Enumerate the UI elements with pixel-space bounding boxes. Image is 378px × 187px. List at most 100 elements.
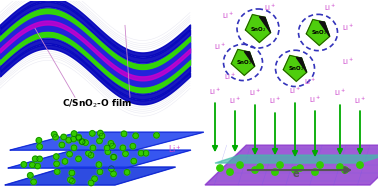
Polygon shape [215,155,378,163]
Circle shape [59,142,65,148]
Circle shape [272,169,278,175]
Circle shape [120,145,125,151]
Circle shape [90,131,95,136]
Circle shape [28,173,33,178]
Circle shape [90,145,96,151]
Polygon shape [283,55,307,81]
Polygon shape [8,150,191,168]
Polygon shape [231,49,255,75]
Circle shape [79,139,85,144]
Text: Li$^+$: Li$^+$ [334,88,346,98]
Circle shape [108,166,114,171]
Circle shape [97,169,103,175]
Circle shape [297,165,303,171]
Circle shape [54,161,59,167]
Circle shape [257,164,263,170]
Circle shape [121,131,127,137]
Circle shape [69,170,75,176]
Circle shape [88,180,94,186]
Polygon shape [245,15,271,42]
Circle shape [342,167,348,173]
Circle shape [357,162,363,168]
Circle shape [92,176,98,182]
Text: Li$^+$: Li$^+$ [309,95,321,105]
Circle shape [252,167,258,173]
Text: Li$^+$: Li$^+$ [269,96,281,106]
Circle shape [53,134,58,140]
Circle shape [71,136,76,142]
Text: Li$^+$: Li$^+$ [214,42,226,52]
Text: Li$^+$: Li$^+$ [209,87,221,97]
Text: SnO$_2$: SnO$_2$ [311,28,327,37]
Text: Li$^+$: Li$^+$ [342,22,354,33]
Text: Li$^+$: Li$^+$ [222,10,234,21]
Circle shape [99,133,105,139]
Polygon shape [244,51,255,66]
Circle shape [54,169,60,174]
Circle shape [237,162,243,168]
Circle shape [76,134,81,140]
Circle shape [277,162,283,168]
Text: Li$^+$: Li$^+$ [229,96,241,106]
Circle shape [66,137,71,143]
Circle shape [53,154,59,159]
Circle shape [312,169,318,175]
Circle shape [33,156,38,162]
Text: Li$^+$: Li$^+$ [264,2,276,13]
Circle shape [104,145,110,151]
Text: Li$^+$: Li$^+$ [324,2,336,13]
Polygon shape [306,19,330,45]
Circle shape [61,134,67,140]
Text: SnO$_2$: SnO$_2$ [288,64,305,73]
Circle shape [71,145,77,151]
Circle shape [88,152,94,158]
Circle shape [76,135,82,141]
Circle shape [123,151,128,157]
Circle shape [31,179,36,185]
Circle shape [21,162,26,167]
Circle shape [111,154,117,160]
Text: Li$^+$: Li$^+$ [342,57,354,67]
Text: e$^-$: e$^-$ [293,169,308,180]
Circle shape [110,154,116,160]
Circle shape [130,143,136,149]
Circle shape [67,151,73,157]
Text: SnO$_2$: SnO$_2$ [236,58,253,67]
Circle shape [68,177,73,183]
Circle shape [138,150,144,156]
Text: Li$^+$: Li$^+$ [224,72,236,82]
Circle shape [317,162,323,168]
Polygon shape [5,167,175,185]
Circle shape [143,151,149,156]
Circle shape [80,139,85,145]
Circle shape [35,163,40,169]
Text: Li$^+$: Li$^+$ [289,86,301,96]
Circle shape [98,130,103,136]
Circle shape [36,138,42,143]
Circle shape [217,165,223,171]
Text: Li$^+$: Li$^+$ [304,77,316,87]
Circle shape [29,162,35,168]
Circle shape [97,138,102,144]
Circle shape [96,162,102,167]
Circle shape [108,141,114,146]
Text: Li$^+$: Li$^+$ [168,143,181,155]
Polygon shape [319,22,330,36]
Circle shape [51,131,57,137]
Circle shape [111,171,116,177]
Circle shape [71,131,77,137]
Polygon shape [10,132,204,150]
Circle shape [37,144,42,149]
Circle shape [124,170,130,175]
Circle shape [86,151,91,156]
Text: Li$^+$: Li$^+$ [354,96,366,106]
Circle shape [227,169,233,175]
Circle shape [76,156,81,162]
Circle shape [105,149,111,155]
Text: Li$^+$: Li$^+$ [249,88,261,98]
Circle shape [337,164,343,170]
Polygon shape [205,145,378,185]
Circle shape [37,156,42,162]
Circle shape [110,143,115,149]
Text: SnO$_2$: SnO$_2$ [250,25,267,33]
